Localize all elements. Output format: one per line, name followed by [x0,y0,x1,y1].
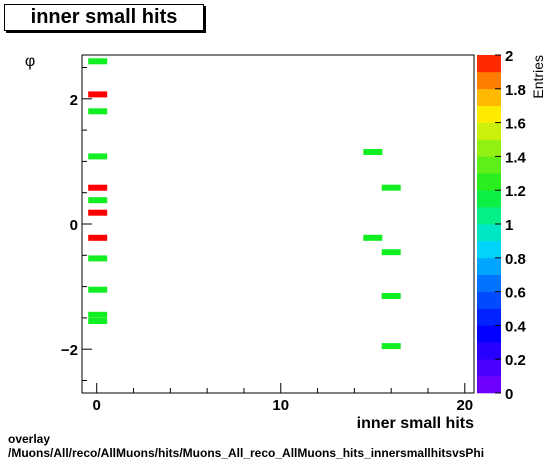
palette-segment [477,105,501,123]
palette-segment [477,308,501,326]
y-tick-label: 0 [70,217,78,234]
footer-line-2: /Muons/All/reco/AllMuons/hits/Muons_All_… [8,446,485,460]
bin-cell [381,184,401,191]
palette-segment [477,173,501,191]
x-tick-label: 0 [93,397,101,414]
color-palette: 0 0.2 0.4 0.6 0.8 1 1.2 1.4 1.6 1.8 2 [477,48,527,403]
z-axis-label: Entries [530,55,546,99]
plot-frame [81,54,475,394]
z-tick-label: 0.4 [505,318,527,335]
palette-segment [477,274,501,292]
palette-segment [477,207,501,225]
palette-segment [477,376,501,394]
chart-title: inner small hits [4,4,204,31]
footer-line-1: overlay [8,432,51,446]
x-tick-label: 20 [456,397,473,414]
bin-cell [88,209,108,216]
bin-cell [88,255,108,262]
palette-segment [477,139,501,157]
palette-segment [477,156,501,174]
bin-cell [381,343,401,350]
palette-segment [477,240,501,259]
bin-cell [88,197,108,204]
bin-cell [88,234,108,241]
palette-segment [477,224,501,242]
palette-segment [477,122,501,140]
z-tick-label: 0 [505,386,513,403]
y-tick-label: −2 [61,342,78,359]
z-tick-label: 1 [505,217,513,234]
bin-cell [381,249,401,256]
palette-segment [477,190,501,208]
bin-cell [381,293,401,299]
z-tick-label: 1.2 [505,183,526,200]
bin-cell [88,318,108,324]
palette-segment [477,342,501,360]
bin-cell [88,153,108,160]
bins-layer [88,58,401,350]
bin-cell [88,286,108,293]
bin-cell [88,311,108,318]
x-axis: 0 10 20 [93,383,473,414]
y-tick-label: 2 [70,92,78,109]
palette-segment [477,359,501,377]
palette-segment [477,55,501,73]
z-tick-label: 1.8 [505,82,526,99]
x-tick-label: 10 [272,397,289,414]
z-tick-label: 2 [505,48,513,65]
palette-segment [477,257,501,275]
bin-cell [88,91,108,98]
palette-segment [477,71,501,90]
z-tick-label: 0.2 [505,352,526,369]
bin-cell [88,108,108,115]
bin-cell [88,58,108,65]
palette-segment [477,325,501,343]
palette-segment [477,291,501,309]
z-tick-label: 0.8 [505,251,526,268]
bin-cell [363,149,383,155]
bin-cell [363,234,383,241]
palette-segment [477,88,501,106]
bin-cell [88,184,108,191]
z-tick-label: 0.6 [505,285,526,302]
footer: overlay /Muons/All/reco/AllMuons/hits/Mu… [8,432,484,460]
z-tick-label: 1.6 [505,116,526,133]
y-axis-label: φ [25,53,35,70]
y-axis: −2 0 2 [61,67,92,381]
z-tick-label: 1.4 [505,149,527,166]
x-axis-label: inner small hits [357,415,474,432]
